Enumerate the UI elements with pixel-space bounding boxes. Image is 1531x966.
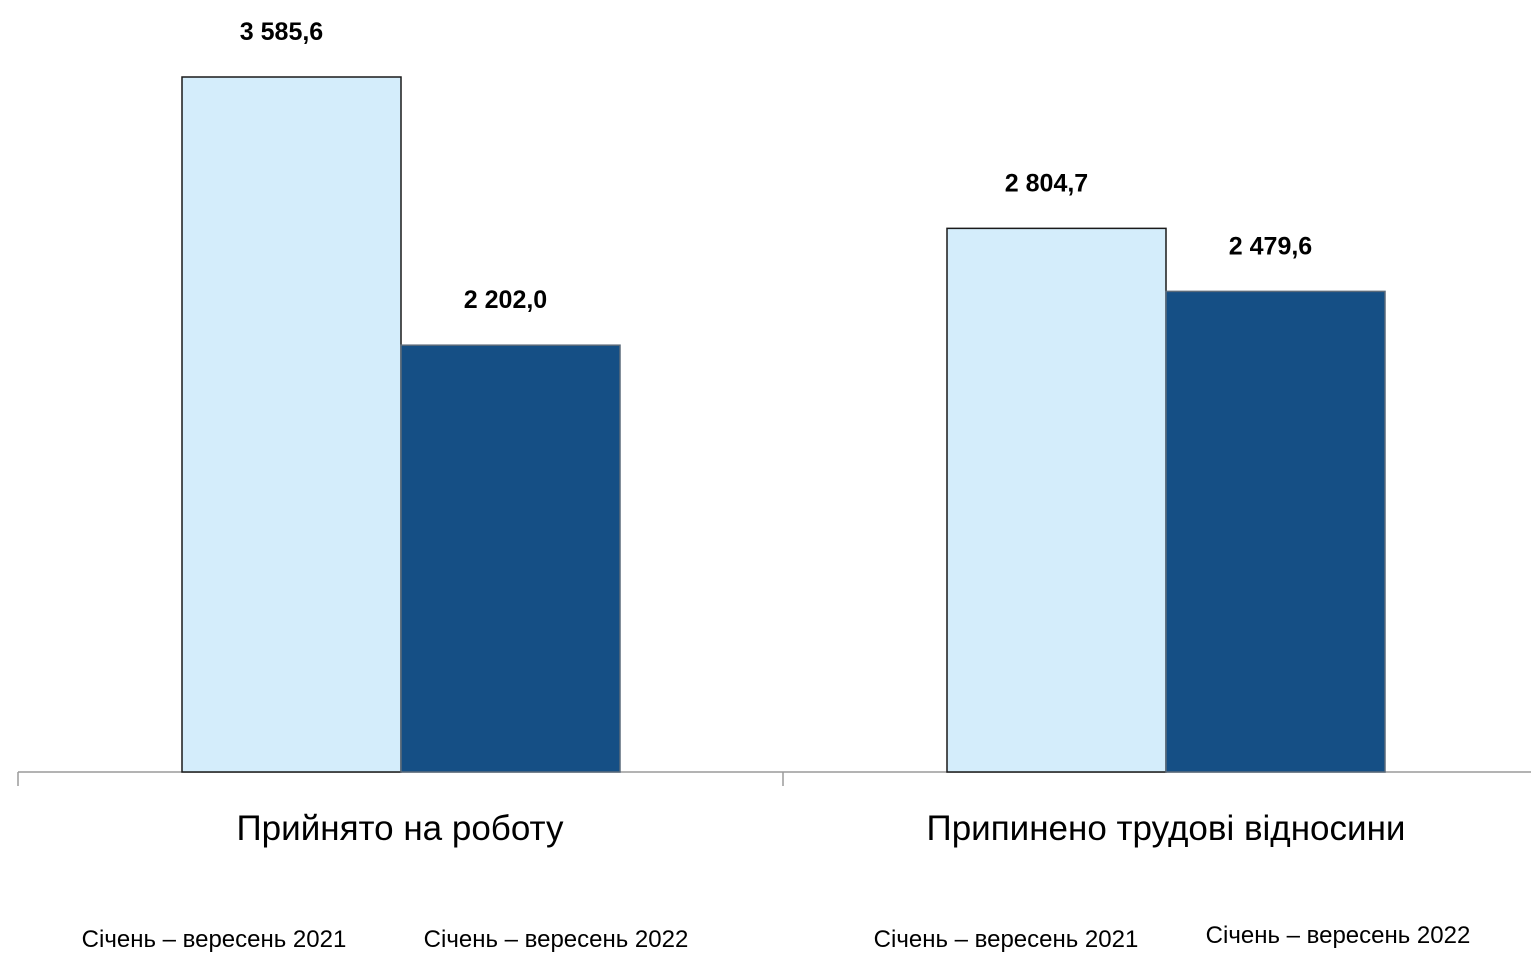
data-label: 3 585,6 — [240, 18, 323, 46]
data-label: 2 202,0 — [464, 286, 547, 314]
bar — [181, 76, 402, 773]
series-label: Січень – вересень 2022 — [1206, 922, 1471, 949]
series-label: Січень – вересень 2021 — [874, 926, 1139, 953]
bar — [946, 227, 1167, 773]
data-label: 2 479,6 — [1229, 232, 1312, 260]
series-label: Січень – вересень 2022 — [424, 926, 689, 953]
bar — [1165, 290, 1386, 773]
data-label: 2 804,7 — [1005, 169, 1088, 197]
series-label: Січень – вересень 2021 — [82, 926, 347, 953]
category-label: Прийнято на роботу — [237, 809, 564, 848]
bar — [400, 344, 621, 773]
category-label: Припинено трудові відносини — [927, 809, 1406, 848]
